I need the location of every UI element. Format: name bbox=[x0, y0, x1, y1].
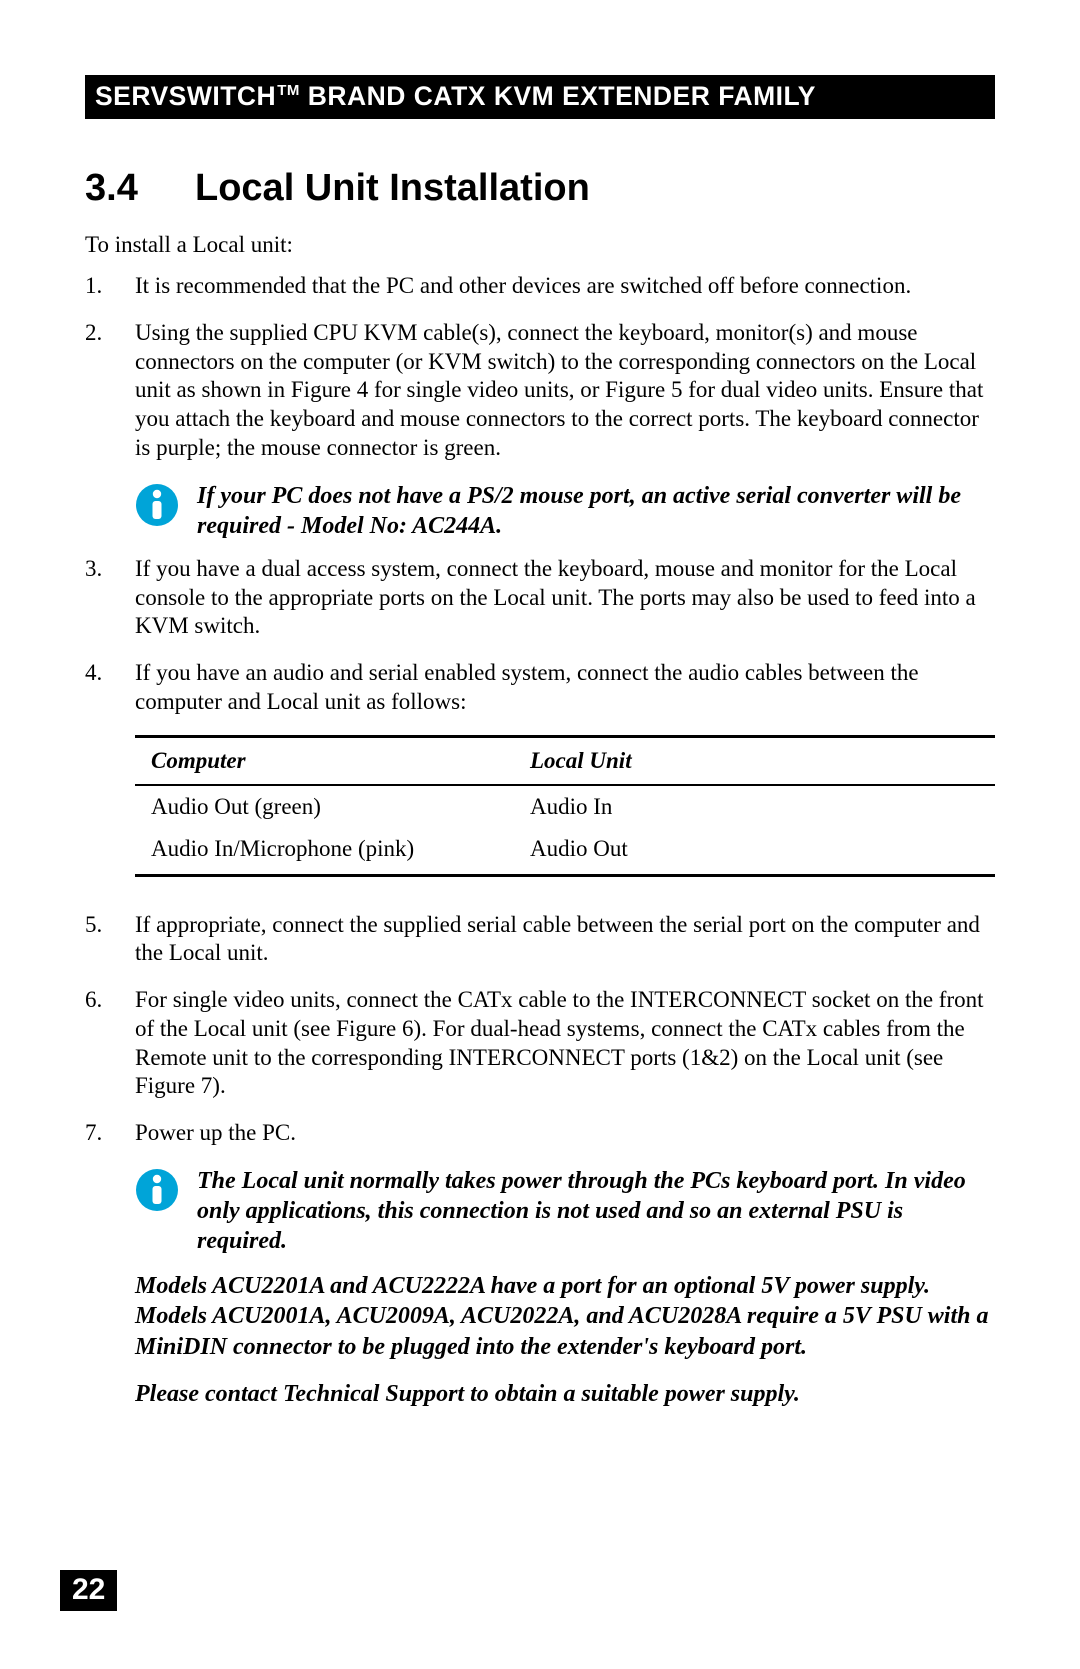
info-ps2-text: If your PC does not have a PS/2 mouse po… bbox=[197, 481, 995, 541]
page-number: 22 bbox=[60, 1570, 117, 1611]
step-4: If you have an audio and serial enabled … bbox=[85, 659, 995, 717]
info-icon bbox=[135, 483, 179, 527]
installation-steps-list-cont2: If appropriate, connect the supplied ser… bbox=[85, 911, 995, 1148]
info-power-text: The Local unit normally takes power thro… bbox=[197, 1166, 995, 1257]
table-header-row: Computer Local Unit bbox=[135, 736, 995, 785]
note-models: Models ACU2201A and ACU2222A have a port… bbox=[135, 1271, 995, 1363]
step-3-text: If you have a dual access system, connec… bbox=[135, 556, 976, 639]
table-cell: Audio Out bbox=[522, 828, 995, 876]
audio-connection-table: Computer Local Unit Audio Out (green) Au… bbox=[135, 735, 995, 877]
step-6-text: For single video units, connect the CATx… bbox=[135, 987, 984, 1098]
table-header-localunit: Local Unit bbox=[522, 736, 995, 785]
step-7-text: Power up the PC. bbox=[135, 1120, 296, 1145]
header-rest: BRAND CATX KVM EXTENDER FAMILY bbox=[300, 81, 816, 111]
section-heading: 3.4Local Unit Installation bbox=[85, 167, 995, 210]
step-7: Power up the PC. bbox=[85, 1119, 995, 1148]
installation-steps-list-cont1: If you have a dual access system, connec… bbox=[85, 555, 995, 717]
table-cell: Audio In bbox=[522, 785, 995, 828]
step-6: For single video units, connect the CATx… bbox=[85, 986, 995, 1101]
intro-text: To install a Local unit: bbox=[85, 232, 995, 258]
step-2-text: Using the supplied CPU KVM cable(s), con… bbox=[135, 320, 983, 460]
additional-notes: Models ACU2201A and ACU2222A have a port… bbox=[135, 1271, 995, 1410]
installation-steps-list: It is recommended that the PC and other … bbox=[85, 272, 995, 463]
table-header-computer: Computer bbox=[135, 736, 522, 785]
table-row: Audio Out (green) Audio In bbox=[135, 785, 995, 828]
note-support: Please contact Technical Support to obta… bbox=[135, 1379, 995, 1410]
step-3: If you have a dual access system, connec… bbox=[85, 555, 995, 641]
table-cell: Audio Out (green) bbox=[135, 785, 522, 828]
info-callout-ps2: If your PC does not have a PS/2 mouse po… bbox=[135, 481, 995, 541]
step-5-text: If appropriate, connect the supplied ser… bbox=[135, 912, 980, 966]
table-cell: Audio In/Microphone (pink) bbox=[135, 828, 522, 876]
step-2: Using the supplied CPU KVM cable(s), con… bbox=[85, 319, 995, 463]
header-brand: SERVSWITCH bbox=[95, 81, 276, 111]
trademark-symbol: TM bbox=[277, 82, 300, 99]
document-header-bar: SERVSWITCHTM BRAND CATX KVM EXTENDER FAM… bbox=[85, 75, 995, 119]
section-title-text: Local Unit Installation bbox=[195, 167, 590, 209]
info-icon bbox=[135, 1168, 179, 1212]
step-1: It is recommended that the PC and other … bbox=[85, 272, 995, 301]
step-4-text: If you have an audio and serial enabled … bbox=[135, 660, 919, 714]
table-row: Audio In/Microphone (pink) Audio Out bbox=[135, 828, 995, 876]
info-callout-power: The Local unit normally takes power thro… bbox=[135, 1166, 995, 1257]
section-number: 3.4 bbox=[85, 167, 195, 210]
step-5: If appropriate, connect the supplied ser… bbox=[85, 911, 995, 969]
step-1-text: It is recommended that the PC and other … bbox=[135, 273, 911, 298]
